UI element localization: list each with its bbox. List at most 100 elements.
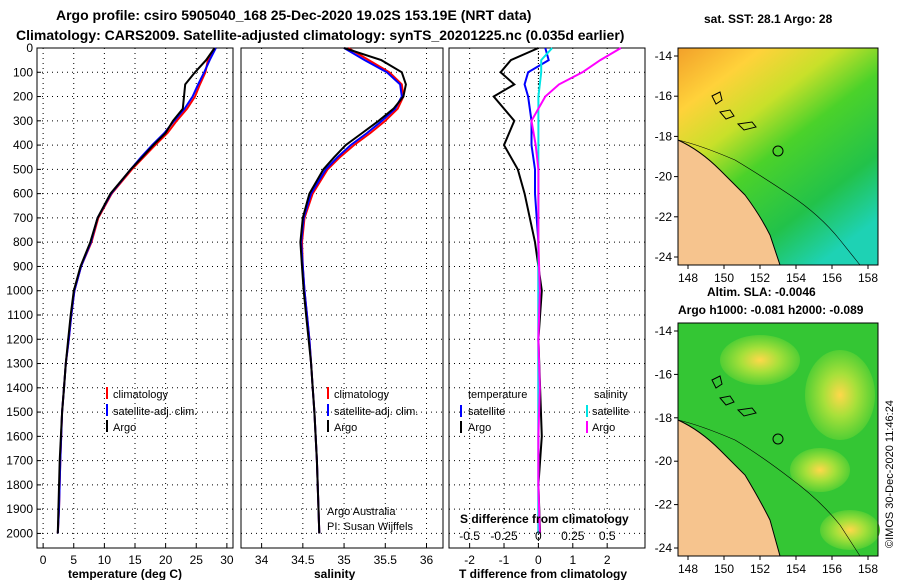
x-tick-label: 35.5 bbox=[374, 553, 398, 567]
title-line-2: Climatology: CARS2009. Satellite-adjuste… bbox=[16, 27, 624, 43]
depth-tick-label: 800 bbox=[13, 235, 33, 249]
series-argo bbox=[56, 47, 216, 534]
lon-tick-label: 154 bbox=[786, 271, 806, 285]
x-tick-label: 30 bbox=[220, 553, 234, 567]
d-legend-tsat-label: satellite bbox=[468, 406, 505, 418]
series-s-argo bbox=[530, 47, 622, 534]
x-tick-label: 35 bbox=[337, 553, 351, 567]
depth-tick-label: 300 bbox=[13, 114, 33, 128]
difference-panel: -2 -1 0 1 2 S difference from climatology -0… bbox=[448, 47, 646, 580]
depth-tick-label: 1600 bbox=[6, 429, 33, 443]
legend-argo-label: Argo bbox=[113, 422, 136, 434]
depth-tick-label: 700 bbox=[13, 211, 33, 225]
depth-tick-label: 600 bbox=[13, 187, 33, 201]
salinity-xlabel: salinity bbox=[314, 567, 356, 580]
salinity-panel: 34 34.5 35 35.5 36 salinity climatology sate… bbox=[240, 47, 444, 580]
depth-tick-label: 1500 bbox=[6, 405, 33, 419]
s-diff-tick-label: 0.25 bbox=[561, 529, 585, 543]
sst-map-title: sat. SST: 28.1 Argo: 28 bbox=[704, 12, 833, 26]
lon-tick-label: 148 bbox=[678, 271, 698, 285]
x-tick-label: 5 bbox=[70, 553, 77, 567]
lon-tick-label: 150 bbox=[714, 562, 734, 576]
s-diff-tick-label: -0.25 bbox=[490, 529, 518, 543]
series-t-satellite bbox=[523, 47, 550, 534]
x-tick-label: 36 bbox=[420, 553, 434, 567]
sla-map: Altim. SLA: -0.0046 Argo h1000: -0.081 h… bbox=[655, 285, 880, 576]
series-argo bbox=[299, 47, 407, 534]
t-diff-xlabel: T difference from climatology bbox=[459, 567, 627, 580]
series-climatology bbox=[56, 47, 216, 534]
lon-tick-label: 150 bbox=[714, 271, 734, 285]
sla-land bbox=[677, 419, 781, 557]
depth-tick-label: 500 bbox=[13, 162, 33, 176]
lon-tick-label: 158 bbox=[858, 562, 878, 576]
sla-anomaly-1 bbox=[720, 335, 800, 385]
x-tick-label: 0 bbox=[40, 553, 47, 567]
s-diff-ticks: -0.5 -0.25 0 0.25 0.5 bbox=[459, 529, 616, 543]
depth-tick-label: 1800 bbox=[6, 478, 33, 492]
d-legend-ssat-label: satellite bbox=[592, 406, 629, 418]
x-tick-label: 34 bbox=[255, 553, 269, 567]
sst-map: sat. SST: 28.1 Argo: 28 -14 -16 -18 -20 -22 -… bbox=[655, 12, 879, 285]
d-legend-sargo-label: Argo bbox=[592, 422, 615, 434]
lon-tick-label: 156 bbox=[822, 562, 842, 576]
sla-anomaly-4 bbox=[820, 510, 880, 550]
sst-shelf-contour bbox=[677, 139, 861, 266]
depth-tick-label: 2000 bbox=[6, 526, 33, 540]
temperature-legend: climatology satellite-adj. clim. Argo bbox=[106, 387, 197, 434]
x-tick-label: 10 bbox=[98, 553, 112, 567]
legend-temperature-title: temperature bbox=[468, 389, 527, 401]
s-diff-tick-label: -0.5 bbox=[459, 529, 480, 543]
sla-map-frame bbox=[677, 322, 879, 557]
lat-tick-label: -24 bbox=[655, 250, 673, 264]
s-legend-clim-label: climatology bbox=[334, 389, 390, 401]
depth-tick-label: 1400 bbox=[6, 381, 33, 395]
lon-tick-label: 148 bbox=[678, 562, 698, 576]
depth-tick-label: 200 bbox=[13, 90, 33, 104]
x-tick-label: -2 bbox=[464, 553, 475, 567]
x-tick-label: 20 bbox=[159, 553, 173, 567]
s-diff-label: S difference from climatology bbox=[460, 512, 629, 526]
depth-axis-labels: 0 100 200 300 400 500 600 700 800 900 1000 1100 1200… bbox=[6, 41, 33, 540]
title-line-1: Argo profile: csiro 5905040_168 25-Dec-2… bbox=[56, 7, 531, 23]
lat-tick-label: -14 bbox=[655, 49, 673, 63]
depth-tick-label: 1300 bbox=[6, 357, 33, 371]
lon-tick-label: 152 bbox=[750, 271, 770, 285]
x-tick-label: 2 bbox=[604, 553, 611, 567]
sst-reef-marker bbox=[772, 145, 784, 157]
depth-tick-label: 1100 bbox=[7, 308, 33, 322]
sla-anomaly-2 bbox=[805, 350, 875, 440]
lat-tick-label: -18 bbox=[655, 411, 673, 425]
depth-tick-label: 1000 bbox=[6, 284, 33, 298]
lat-tick-label: -18 bbox=[655, 129, 673, 143]
x-tick-label: -1 bbox=[499, 553, 510, 567]
sla-reef-marker bbox=[772, 433, 784, 445]
lon-tick-label: 158 bbox=[858, 271, 878, 285]
watermark: ©IMOS 30-Dec-2020 11:46:24 bbox=[884, 400, 896, 548]
depth-tick-label: 400 bbox=[13, 138, 33, 152]
x-tick-label: 15 bbox=[128, 553, 142, 567]
lat-tick-label: -14 bbox=[655, 324, 673, 338]
legend-salinity-title: salinity bbox=[594, 389, 628, 401]
sla-anomaly-3 bbox=[790, 448, 850, 492]
s-legend-sat-label: satellite-adj. clim. bbox=[334, 406, 418, 418]
s-diff-tick-label: 0 bbox=[535, 529, 542, 543]
sla-map-title-2: Argo h1000: -0.081 h2000: -0.089 bbox=[678, 303, 864, 317]
salinity-frame bbox=[240, 47, 444, 549]
lat-tick-label: -22 bbox=[655, 210, 673, 224]
depth-tick-label: 0 bbox=[26, 41, 33, 55]
lat-tick-label: -16 bbox=[655, 89, 673, 103]
x-tick-label: 1 bbox=[569, 553, 576, 567]
x-tick-label: 25 bbox=[190, 553, 204, 567]
temperature-xlabel: temperature (deg C) bbox=[68, 567, 182, 580]
lon-tick-label: 154 bbox=[786, 562, 806, 576]
series-t-argo bbox=[492, 47, 543, 534]
sla-shelf-contour bbox=[677, 419, 861, 557]
lat-tick-label: -20 bbox=[655, 454, 673, 468]
sla-map-title-1: Altim. SLA: -0.0046 bbox=[707, 285, 816, 299]
difference-legend: temperature salinity satellite Argo sate… bbox=[460, 389, 629, 434]
lon-tick-label: 156 bbox=[822, 271, 842, 285]
lat-tick-label: -20 bbox=[655, 170, 673, 184]
legend-sat-label: satellite-adj. clim. bbox=[113, 406, 197, 418]
